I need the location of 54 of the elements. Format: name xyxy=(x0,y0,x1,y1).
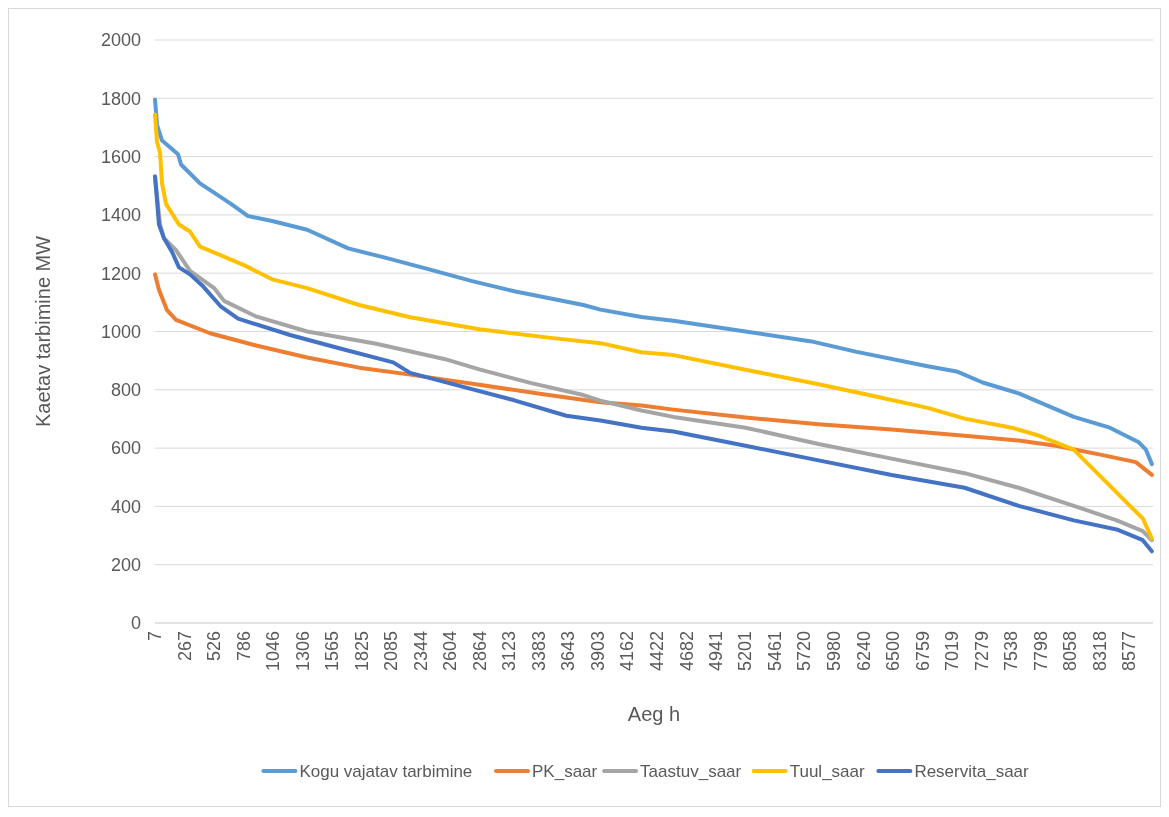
x-tick-label: 7538 xyxy=(1001,631,1022,672)
x-tick-label: 7019 xyxy=(942,631,963,672)
x-tick-label: 7798 xyxy=(1030,631,1051,672)
legend-label: Kogu vajatav tarbimine xyxy=(299,761,473,781)
x-tick-label: 267 xyxy=(174,631,195,662)
x-tick-label: 4941 xyxy=(705,631,726,672)
x-tick-label: 3903 xyxy=(588,631,608,672)
x-tick-label: 2864 xyxy=(469,631,490,672)
y-tick-label: 1400 xyxy=(100,205,141,226)
x-tick-label: 7 xyxy=(145,631,166,642)
y-tick-label: 0 xyxy=(130,613,141,634)
x-axis-title: Aeg h xyxy=(627,703,681,725)
x-tick-label: 2604 xyxy=(440,631,461,672)
x-tick-label: 5720 xyxy=(794,631,815,672)
x-tick-label: 5201 xyxy=(735,631,756,672)
legend-label: Reservita_saar xyxy=(914,761,1030,781)
x-tick-label: 5461 xyxy=(765,631,786,672)
legend-label: Tuul_saar xyxy=(789,761,865,781)
x-tick-label: 6759 xyxy=(912,631,933,672)
x-tick-label: 5980 xyxy=(824,631,844,672)
y-axis-title: Kaetav tarbimine MW xyxy=(32,235,54,428)
x-tick-label: 2344 xyxy=(410,631,431,672)
x-tick-label: 8058 xyxy=(1060,631,1081,672)
y-tick-label: 1200 xyxy=(100,263,141,284)
y-tick-label: 1800 xyxy=(100,88,141,109)
y-tick-label: 2000 xyxy=(100,30,141,51)
x-tick-label: 7279 xyxy=(971,631,992,672)
x-tick-label: 4682 xyxy=(676,631,697,672)
line-series xyxy=(153,272,1154,477)
x-tick-label: 2085 xyxy=(381,631,402,672)
x-tick-label: 3383 xyxy=(528,631,549,672)
y-tick-label: 800 xyxy=(110,380,141,401)
legend-label: PK_saar xyxy=(532,761,598,781)
y-tick-label: 400 xyxy=(110,496,141,517)
y-tick-label: 1600 xyxy=(100,146,141,167)
x-tick-label: 526 xyxy=(204,631,225,662)
x-tick-label: 1825 xyxy=(351,631,372,672)
x-tick-label: 1046 xyxy=(263,631,284,672)
x-tick-label: 1306 xyxy=(292,631,313,672)
x-tick-label: 4162 xyxy=(617,631,638,672)
x-tick-label: 6240 xyxy=(853,631,874,672)
x-tick-label: 1565 xyxy=(322,631,343,672)
y-tick-label: 200 xyxy=(110,555,141,575)
x-tick-label: 3123 xyxy=(499,631,520,672)
x-tick-label: 786 xyxy=(233,631,254,662)
line-series xyxy=(153,97,1154,467)
x-tick-label: 8318 xyxy=(1089,631,1110,672)
legend-label: Taastuv_saar xyxy=(640,761,742,781)
x-tick-label: 8577 xyxy=(1119,631,1140,672)
y-tick-label: 600 xyxy=(110,438,141,459)
y-tick-label: 1000 xyxy=(100,321,141,342)
x-tick-label: 6500 xyxy=(883,631,904,672)
x-tick-label: 4422 xyxy=(646,631,667,672)
x-tick-label: 3643 xyxy=(558,631,579,672)
